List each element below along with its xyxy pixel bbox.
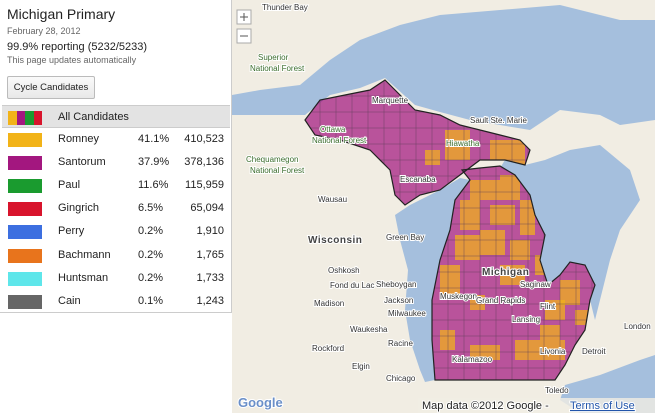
candidate-percent: 0.2% [138, 248, 164, 261]
results-panel: Michigan Primary February 28, 2012 99.9%… [0, 0, 232, 313]
swatch [8, 179, 42, 194]
map-label: Lansing [512, 315, 540, 324]
map-label: Waukesha [350, 325, 388, 334]
map-label: London [624, 322, 651, 331]
swatch [8, 225, 42, 240]
candidate-row[interactable]: Huntsman 0.2% 1,733 [2, 267, 230, 290]
candidate-votes: 115,959 [185, 179, 224, 192]
map-label: Detroit [582, 347, 606, 356]
map-label: Sault Ste. Marie [470, 116, 527, 125]
swatch [8, 111, 42, 125]
candidate-name: Bachmann [58, 248, 111, 261]
candidate-votes: 1,733 [196, 271, 224, 284]
candidate-row[interactable]: Bachmann 0.2% 1,765 [2, 244, 230, 267]
swatch [8, 248, 42, 263]
lake-huron [500, 145, 640, 320]
lake-superior [232, 5, 655, 130]
map-label: Rockford [312, 344, 344, 353]
candidate-votes: 65,094 [190, 202, 224, 215]
candidate-percent: 0.2% [138, 225, 164, 238]
candidate-row[interactable]: Romney 41.1% 410,523 [2, 128, 230, 151]
map-label: Fond du Lac [330, 281, 374, 290]
map-label: Superior [258, 53, 289, 62]
candidate-percent: 6.5% [138, 202, 164, 215]
candidate-name: Romney [58, 133, 99, 145]
title: Michigan Primary [7, 6, 116, 22]
swatch [8, 156, 42, 171]
map-label: Chicago [386, 374, 416, 383]
candidate-percent: 0.1% [138, 294, 164, 307]
candidate-name: Paul [58, 179, 81, 192]
map-label: Kalamazoo [452, 355, 493, 364]
map-label: Muskegon [440, 292, 477, 301]
swatch-stripe [16, 111, 25, 125]
candidate-row[interactable]: Perry 0.2% 1,910 [2, 220, 230, 243]
swatch-stripe [25, 111, 34, 125]
reporting: 99.9% reporting (5232/5233) [7, 41, 148, 53]
map-label: Jackson [384, 296, 413, 305]
candidate-row[interactable]: Cain 0.1% 1,243 [2, 290, 230, 313]
swatch [8, 202, 42, 217]
map-label: National Forest [250, 166, 305, 175]
map-label: Elgin [352, 362, 370, 371]
map-label: Hiawatha [446, 139, 480, 148]
map[interactable]: Superior National Forest Ottawa National… [232, 0, 655, 413]
map-label: Green Bay [386, 233, 424, 242]
map-label: Chequamegon [246, 155, 298, 164]
map-label: Wausau [318, 195, 347, 204]
terms-link[interactable]: Terms of Use [569, 399, 636, 413]
map-label: National Forest [312, 136, 367, 145]
candidate-votes: 1,910 [196, 225, 224, 238]
map-label: National Forest [250, 64, 305, 73]
map-label: Michigan [482, 267, 529, 278]
lake-michigan [395, 178, 470, 382]
candidate-votes: 410,523 [184, 133, 224, 145]
map-label: Flint [540, 302, 556, 311]
map-label: Toledo [545, 386, 569, 395]
candidate-votes: 1,243 [196, 294, 224, 307]
candidate-name: Perry [58, 225, 85, 238]
zoom-control[interactable] [236, 9, 252, 44]
attribution: Map data ©2012 Google - [422, 400, 549, 412]
logo: Google [238, 395, 283, 410]
candidate-row[interactable]: Gingrich 6.5% 65,094 [2, 197, 230, 220]
note: This page updates automatically [7, 55, 137, 65]
swatch [8, 271, 42, 286]
map-label: Ottawa [320, 125, 346, 134]
map-label: Grand Rapids [476, 296, 525, 305]
map-label: Marquette [372, 96, 409, 105]
map-label: Sheboygan [376, 280, 416, 289]
map-label: Racine [388, 339, 413, 348]
map-label: Milwaukee [388, 309, 426, 318]
candidate-percent: 41.1% [138, 133, 170, 145]
map-label: Oshkosh [328, 266, 360, 275]
map-label: Escanaba [400, 175, 436, 184]
map-label: Thunder Bay [262, 3, 308, 12]
map-label: Saginaw [520, 280, 551, 289]
candidate-percent: 11.6% [138, 179, 169, 192]
candidate-name: Huntsman [58, 271, 109, 284]
swatch [8, 294, 42, 309]
candidate-name: Gingrich [58, 202, 99, 215]
date: February 28, 2012 [7, 26, 81, 36]
candidate-votes: 378,136 [184, 156, 224, 169]
map-label: Livonia [540, 347, 566, 356]
map-label: Madison [314, 299, 344, 308]
candidate-row[interactable]: Paul 11.6% 115,959 [2, 174, 230, 197]
swatch-stripe [8, 111, 17, 125]
candidate-row[interactable]: Santorum 37.9% 378,136 [2, 151, 230, 174]
candidate-percent: 37.9% [138, 156, 170, 169]
all-row[interactable]: All Candidates [2, 105, 230, 128]
map-label: Wisconsin [308, 235, 362, 246]
all-label: All Candidates [58, 111, 129, 123]
candidate-name: Cain [58, 294, 81, 307]
swatch [8, 133, 42, 147]
cycle-button[interactable]: Cycle Candidates [7, 76, 95, 99]
candidate-votes: 1,765 [196, 248, 224, 261]
candidate-percent: 0.2% [138, 271, 164, 284]
swatch-stripe [33, 111, 42, 125]
candidate-name: Santorum [58, 156, 106, 169]
